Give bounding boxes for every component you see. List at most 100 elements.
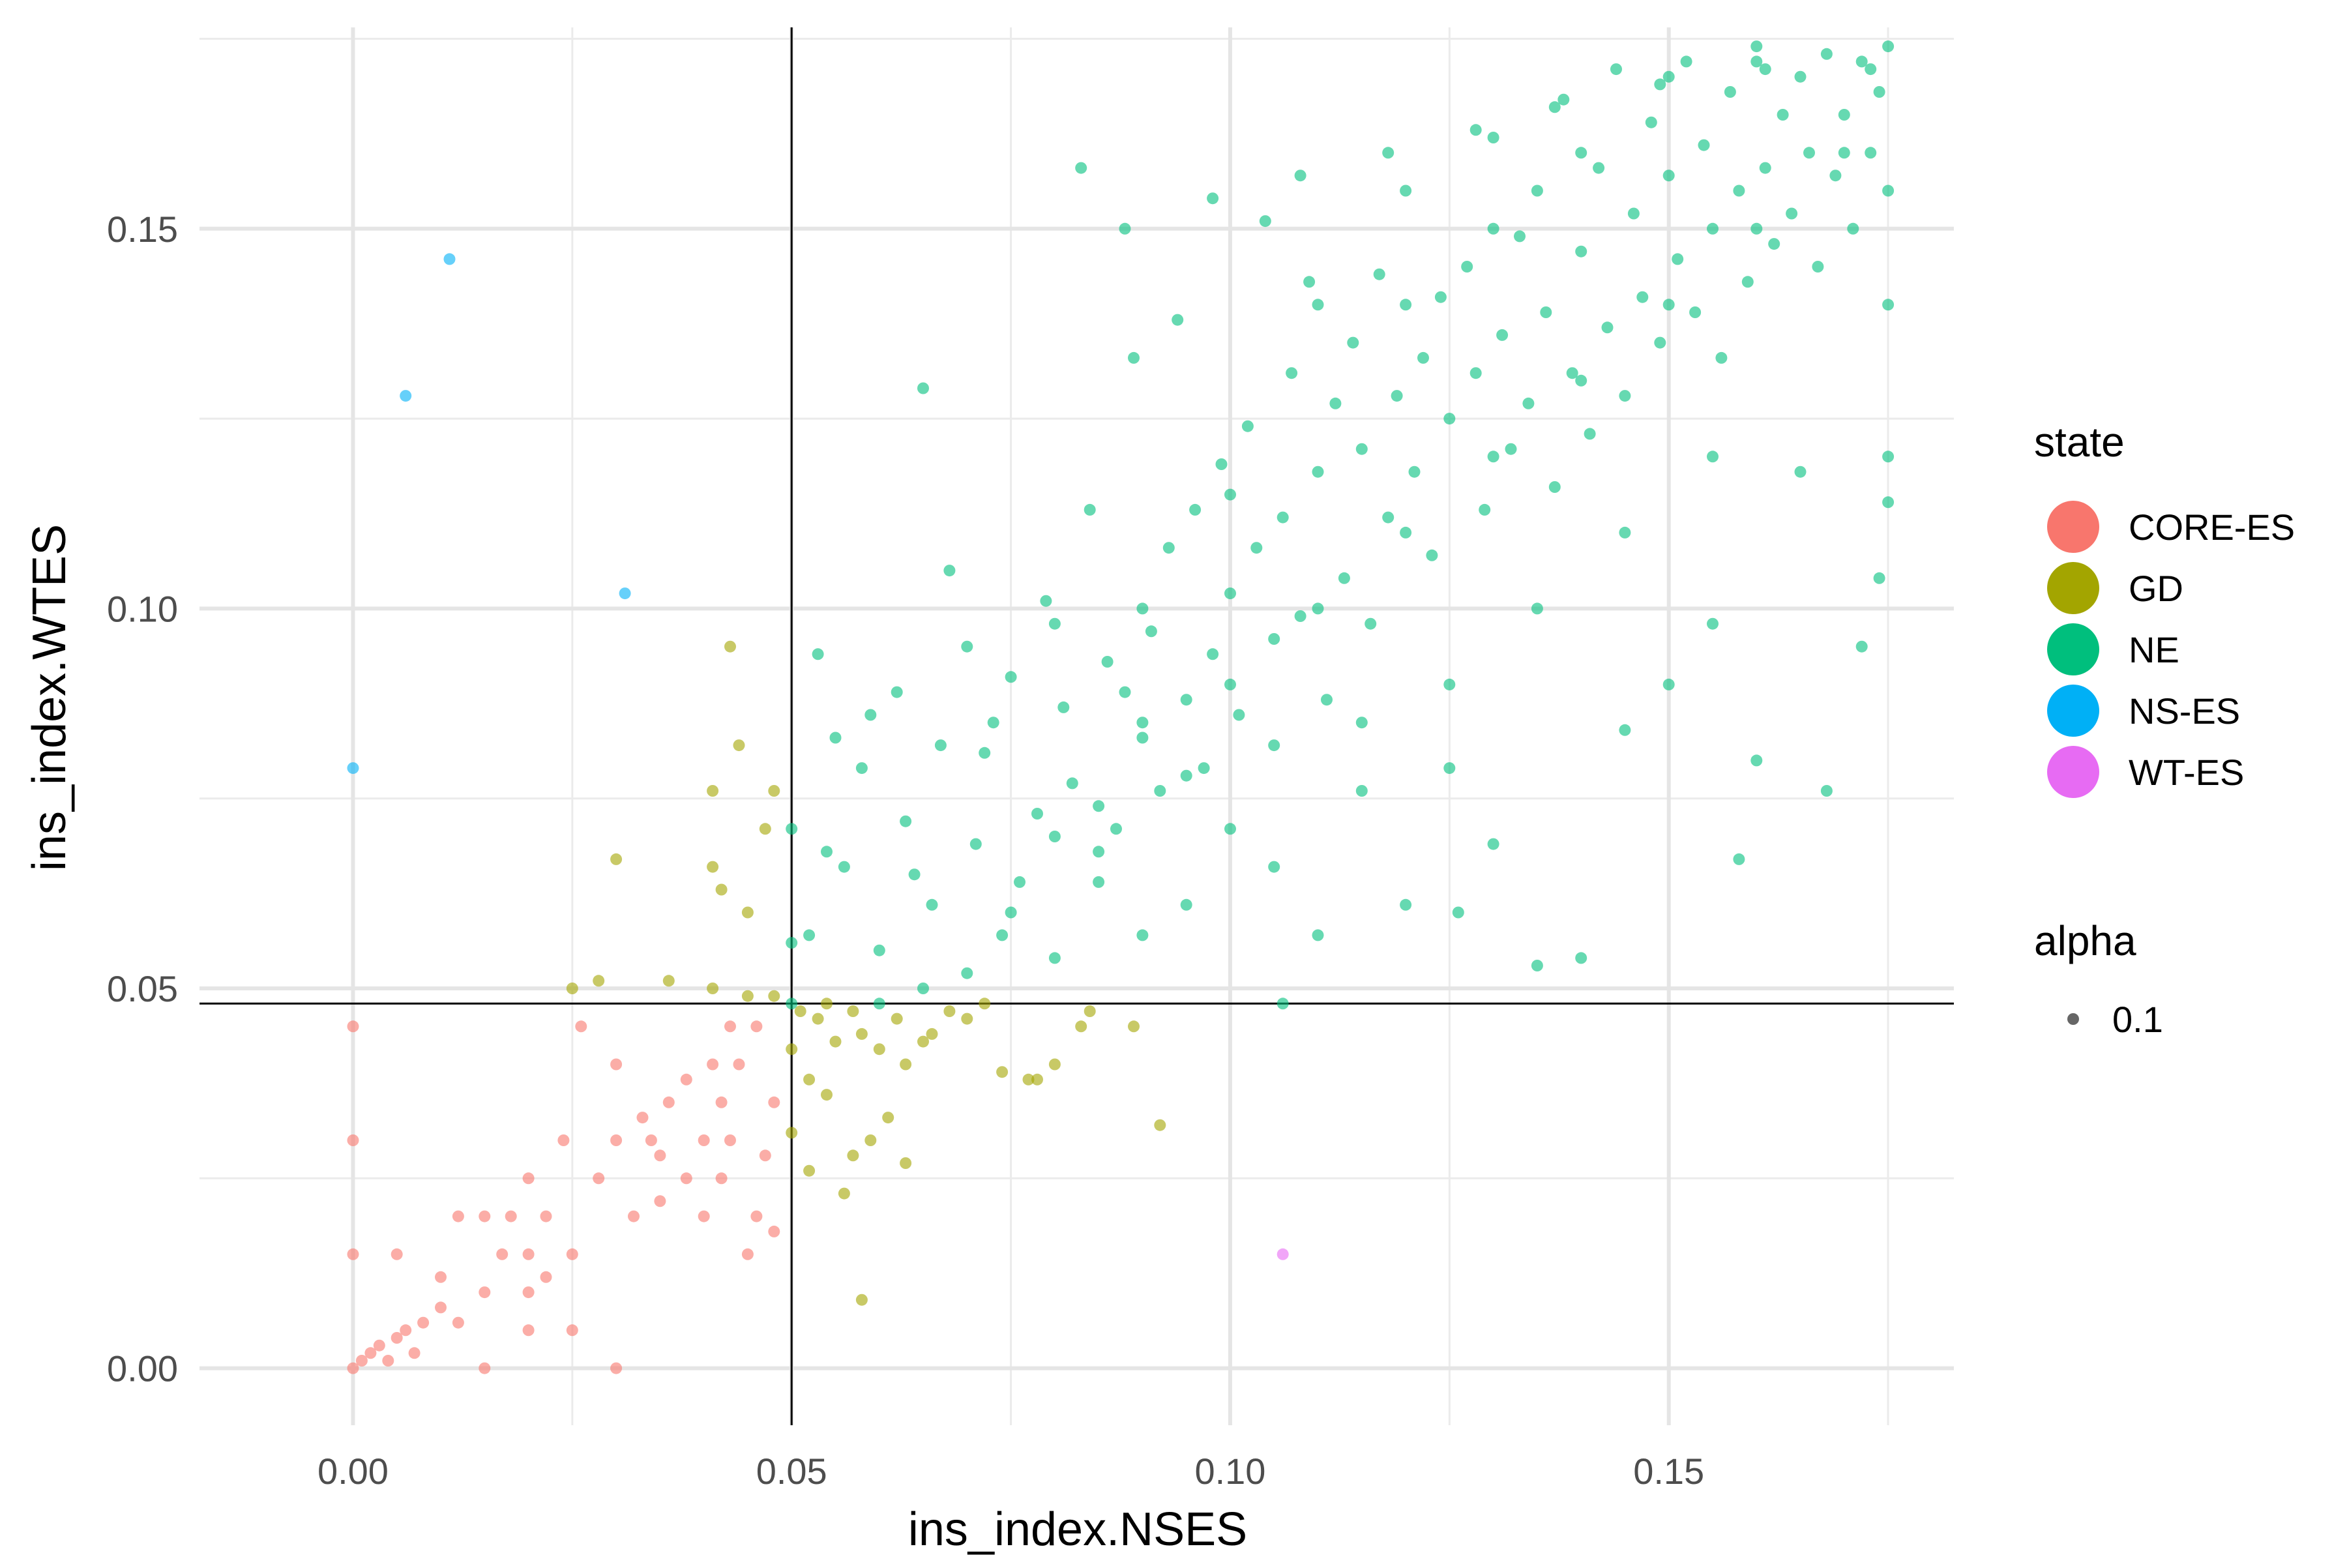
- data-point: [1873, 86, 1885, 98]
- data-point: [917, 382, 929, 394]
- data-point: [1487, 838, 1499, 850]
- data-point: [768, 990, 780, 1002]
- data-point: [1443, 762, 1456, 775]
- legend-key-gd: [2047, 562, 2099, 614]
- data-point: [1303, 276, 1316, 288]
- data-point: [1619, 390, 1631, 402]
- data-point: [1557, 93, 1570, 106]
- data-point: [566, 983, 578, 994]
- data-point: [1373, 268, 1385, 280]
- data-point: [1575, 245, 1587, 258]
- data-point: [1400, 299, 1412, 311]
- data-point: [1707, 222, 1719, 235]
- data-point: [1224, 488, 1236, 501]
- data-point: [522, 1172, 535, 1185]
- data-point: [1101, 656, 1114, 668]
- data-point: [803, 1164, 816, 1177]
- data-point: [1452, 906, 1464, 919]
- data-point: [786, 1127, 798, 1139]
- data-point: [1075, 162, 1087, 174]
- data-point: [391, 1332, 403, 1344]
- data-point: [803, 929, 816, 941]
- data-point: [1487, 451, 1499, 463]
- data-point: [1496, 329, 1509, 341]
- data-point: [759, 823, 771, 835]
- data-point: [1575, 374, 1587, 387]
- data-point: [812, 1013, 824, 1025]
- data-point: [1093, 876, 1105, 888]
- data-point: [1224, 823, 1236, 835]
- data-point: [1593, 162, 1605, 174]
- data-point: [1654, 336, 1666, 349]
- data-point: [1294, 610, 1306, 622]
- data-point: [1794, 466, 1807, 478]
- data-point: [1865, 63, 1877, 76]
- data-point: [741, 906, 754, 919]
- data-point: [610, 853, 623, 865]
- data-point: [1479, 503, 1491, 516]
- data-point: [786, 937, 798, 949]
- data-point: [1434, 291, 1447, 303]
- data-point: [1338, 572, 1350, 584]
- data-point: [479, 1286, 491, 1299]
- data-point: [1443, 413, 1456, 425]
- data-point: [1136, 602, 1149, 615]
- data-point: [1145, 625, 1157, 638]
- series-wt-es: [1277, 1248, 1289, 1260]
- data-point: [891, 686, 903, 698]
- data-point: [1382, 147, 1395, 159]
- series-gd: [566, 640, 1166, 1306]
- data-point: [1750, 222, 1763, 235]
- data-point: [496, 1248, 509, 1260]
- data-point: [1882, 299, 1895, 311]
- data-point: [645, 1134, 657, 1146]
- data-point: [1786, 207, 1798, 220]
- data-point: [838, 1187, 850, 1200]
- data-point: [821, 1089, 833, 1101]
- data-point: [1048, 952, 1061, 964]
- data-point: [1268, 861, 1280, 873]
- y-tick-label: 0.15: [107, 209, 178, 250]
- data-point: [1391, 390, 1403, 402]
- data-point: [1759, 63, 1771, 76]
- data-point: [1662, 70, 1675, 83]
- data-point: [566, 1324, 578, 1337]
- data-point: [1750, 40, 1763, 53]
- y-axis-label: ins_index.WTES: [23, 524, 76, 871]
- x-tick-label: 0.05: [756, 1451, 827, 1492]
- data-point: [1487, 222, 1499, 235]
- data-point: [347, 1134, 359, 1146]
- data-point: [522, 1286, 535, 1299]
- data-point: [821, 846, 833, 858]
- data-point: [1048, 1058, 1061, 1071]
- data-point: [1005, 671, 1017, 683]
- data-point: [715, 883, 728, 896]
- data-point: [715, 1172, 728, 1185]
- data-point: [347, 1020, 359, 1033]
- data-point: [1312, 299, 1324, 311]
- data-point: [1031, 1073, 1043, 1086]
- data-point: [1741, 276, 1754, 288]
- data-point: [1601, 321, 1614, 334]
- data-point: [408, 1347, 421, 1359]
- series-core-es: [347, 1020, 780, 1374]
- data-point: [855, 762, 868, 775]
- data-point: [786, 1043, 798, 1056]
- data-point: [1610, 63, 1622, 76]
- legend-alpha-key: [2067, 1013, 2079, 1025]
- data-point: [1014, 876, 1026, 888]
- data-point: [1180, 694, 1192, 706]
- data-point: [1312, 466, 1324, 478]
- data-point: [812, 648, 824, 660]
- data-point: [786, 998, 798, 1010]
- data-point: [1855, 640, 1868, 653]
- data-point: [347, 1248, 359, 1260]
- data-point: [1654, 78, 1666, 91]
- data-point: [1838, 109, 1850, 121]
- data-point: [1548, 481, 1561, 493]
- y-tick-label: 0.10: [107, 588, 178, 629]
- data-point: [610, 1058, 623, 1071]
- data-point: [829, 732, 842, 744]
- data-point: [900, 815, 912, 827]
- data-point: [768, 785, 780, 797]
